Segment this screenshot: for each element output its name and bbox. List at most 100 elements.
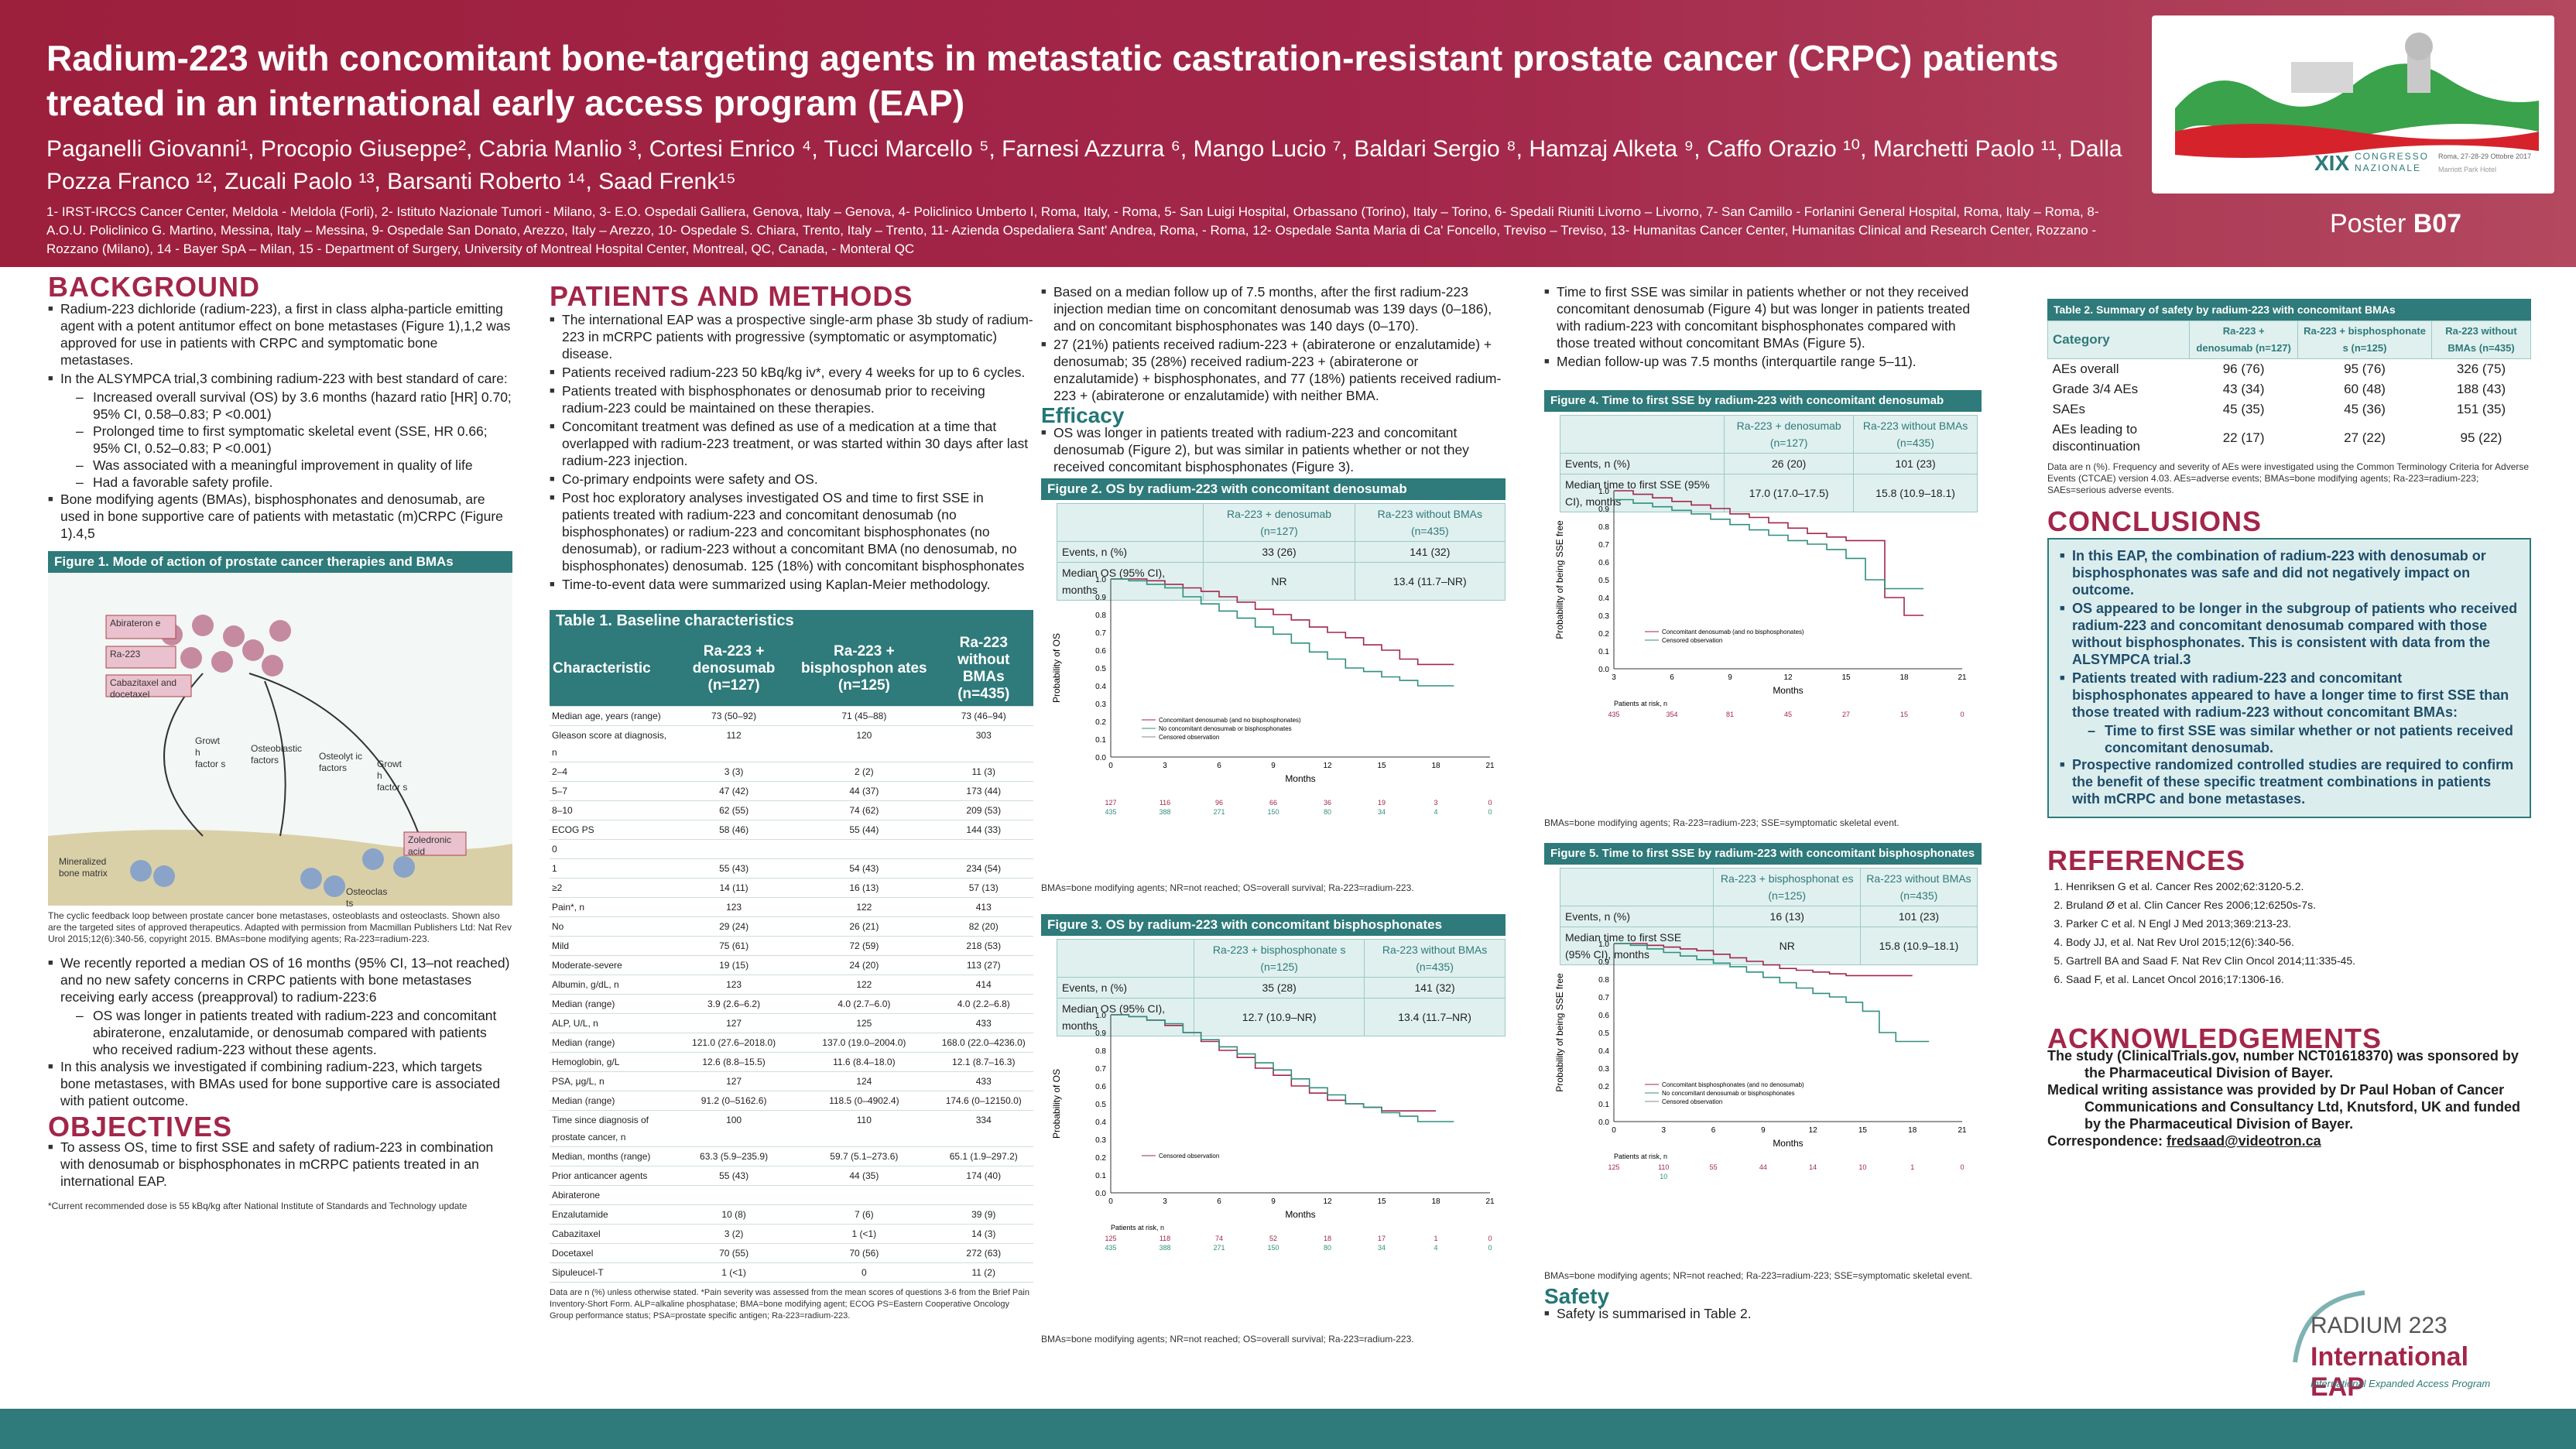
x-tick-label: 0 xyxy=(1108,1197,1113,1206)
table-cell: 209 (53) xyxy=(966,805,1002,816)
logo-swirl-icon xyxy=(2293,1290,2365,1363)
x-tick-label: 0 xyxy=(1612,1126,1616,1135)
safety-heading: Safety xyxy=(1544,1284,1610,1308)
y-tick-label: 0.4 xyxy=(1095,1118,1106,1127)
curve-bisphosphonates xyxy=(1614,943,1913,977)
table-row: Hemoglobin, g/L 12.6 (8.8–15.5) 11.6 (8.4–… xyxy=(550,1053,1033,1072)
table-cell: PSA, μg/L, n xyxy=(552,1076,605,1087)
y-tick-label: 0.7 xyxy=(1598,994,1609,1002)
results-item: 27 (21%) patients received radium-223 + … xyxy=(1041,336,1506,404)
x-tick-label: 12 xyxy=(1783,673,1793,682)
at-risk-value: 4 xyxy=(1434,1244,1437,1252)
y-tick-label: 0.4 xyxy=(1598,1047,1609,1056)
at-risk-value: 15 xyxy=(1900,711,1908,718)
table-cell: 8–10 xyxy=(552,805,573,816)
bone-cycle-diagram xyxy=(48,615,512,906)
table-cell: 5–7 xyxy=(552,786,568,796)
table-row: SAEs 45 (35) 45 (36) 151 (35) xyxy=(2048,399,2531,420)
x-tick-label: 21 xyxy=(1958,673,1967,682)
summary-header xyxy=(1056,939,1195,978)
summary-header: Ra-223 without BMAs (n=435) xyxy=(1364,939,1506,978)
figure5-block: Ra-223 + bisphosphonat es (n=125) Ra-223 … xyxy=(1544,868,1982,1270)
table-row: Median, months (range) 63.3 (5.9–235.9) 59… xyxy=(550,1147,1033,1166)
methods-heading: PATIENTS AND METHODS xyxy=(550,280,913,312)
y-tick-label: 0.4 xyxy=(1095,683,1106,691)
table-cell: Median age, years (range) xyxy=(552,711,661,721)
conclusion-dash: Time to first SSE was similar whether or… xyxy=(2088,722,2519,756)
at-risk-value: 118 xyxy=(1160,1235,1170,1242)
summary-header xyxy=(1559,868,1714,906)
summary-cell: Events, n (%) xyxy=(1056,977,1195,999)
table-cell: 151 (35) xyxy=(2456,402,2506,416)
x-axis-label: Months xyxy=(1773,685,1803,696)
y-tick-label: 0.6 xyxy=(1095,1083,1106,1091)
x-tick-label: 12 xyxy=(1809,1126,1818,1135)
y-tick-label: 0.8 xyxy=(1598,523,1609,532)
table-row: ECOG PS 58 (46) 55 (44) 144 (33) xyxy=(550,820,1033,840)
dash-item: Increased overall survival (OS) by 3.6 m… xyxy=(76,389,512,423)
y-tick-label: 1.0 xyxy=(1095,1012,1106,1020)
at-risk-value: 388 xyxy=(1159,808,1170,816)
bone-matrix-label: Mineralized bone matrix xyxy=(59,856,108,879)
table-cell: 60 (48) xyxy=(2344,382,2386,396)
abiraterone-label: Abirateron e xyxy=(110,618,161,629)
x-tick-label: 18 xyxy=(1908,1126,1917,1135)
results-item: Based on a median follow up of 7.5 month… xyxy=(1041,283,1506,334)
x-tick-label: 6 xyxy=(1217,1197,1221,1206)
table-cell: Prior anticancer agents xyxy=(552,1170,648,1181)
at-risk-value: 150 xyxy=(1267,808,1279,816)
table-cell: 144 (33) xyxy=(966,824,1002,835)
summary-cell: 35 (28) xyxy=(1194,977,1365,999)
summary-cell: 101 (23) xyxy=(1853,453,1978,474)
table-row: Pain*, n 123 122 413 xyxy=(550,898,1033,917)
y-tick-label: 0.1 xyxy=(1095,1172,1106,1180)
methods-item: Time-to-event data were summarized using… xyxy=(550,576,1033,593)
table-cell: 0 xyxy=(862,1267,867,1278)
methods-item: Patients treated with bisphosphonates or… xyxy=(550,382,1033,416)
dash-item: Had a favorable safety profile. xyxy=(76,474,512,491)
legend-label: Concomitant bisphosphonates (and no deno… xyxy=(1662,1081,1804,1088)
y-tick-label: 0.9 xyxy=(1598,958,1609,967)
fig3-km-plot: 0.00.10.20.30.40.50.60.70.80.91.00 3 6 9 12 1… xyxy=(1051,1012,1495,1252)
table-cell: 123 xyxy=(726,979,742,990)
y-tick-label: 0.9 xyxy=(1095,594,1106,602)
summary-header: Ra-223 without BMAs (n=435) xyxy=(1859,868,1978,906)
table-cell: 188 (43) xyxy=(2456,382,2506,396)
at-risk-value: 10 xyxy=(1660,1173,1667,1180)
table-cell: Mild xyxy=(552,940,570,951)
x-tick-label: 12 xyxy=(1323,1197,1332,1206)
summary-header: Ra-223 + bisphosphonat es (n=125) xyxy=(1713,868,1861,906)
ack-writing: Medical writing assistance was provided … xyxy=(2047,1082,2520,1132)
table-cell: 326 (75) xyxy=(2456,361,2506,376)
growth-factor-label-2: Growt h factor s xyxy=(377,759,408,793)
table-cell: 24 (20) xyxy=(849,960,879,971)
at-risk-value: 435 xyxy=(1105,1244,1116,1252)
legend-label: No concomitant denosumab or bisphosphona… xyxy=(1662,1090,1795,1097)
table-cell: 11 (3) xyxy=(971,766,995,777)
table1-header: Ra-223 + denosumab (n=127) xyxy=(673,632,795,707)
x-axis-label: Months xyxy=(1285,1209,1315,1220)
logo-line3: International Expanded Access Program xyxy=(2311,1378,2491,1389)
x-tick-label: 6 xyxy=(1670,673,1674,682)
x-tick-label: 21 xyxy=(1485,1197,1495,1206)
reference-item: Gartrell BA and Saad F. Nat Rev Clin Onc… xyxy=(2066,951,2531,970)
summary-cell: Median OS (95% CI), months xyxy=(1056,562,1204,601)
legend-label: Concomitant denosumab (and no bisphospho… xyxy=(1662,629,1804,635)
at-risk-value: 0 xyxy=(1960,1163,1964,1171)
efficacy-item: OS was longer in patients treated with r… xyxy=(1041,424,1506,475)
table-cell xyxy=(673,840,794,859)
x-tick-label: 9 xyxy=(1761,1126,1766,1135)
table-cell: No xyxy=(552,921,564,932)
x-tick-label: 15 xyxy=(1377,762,1386,770)
y-tick-label: 0.7 xyxy=(1598,541,1609,550)
y-tick-label: 0.0 xyxy=(1095,1190,1106,1198)
at-risk-value: 96 xyxy=(1215,799,1223,807)
summary-cell: Median OS (95% CI), months xyxy=(1056,998,1195,1036)
methods-item: The international EAP was a prospective … xyxy=(550,311,1033,362)
table-cell: 1 xyxy=(552,863,557,874)
correspondence-email[interactable]: fredsaad@videotron.ca xyxy=(2167,1133,2321,1149)
summary-cell: NR xyxy=(1713,927,1861,965)
table-row: 0 xyxy=(550,840,1033,859)
table-cell: 96 (76) xyxy=(2222,361,2265,376)
table-cell: 12.6 (8.8–15.5) xyxy=(702,1057,766,1067)
